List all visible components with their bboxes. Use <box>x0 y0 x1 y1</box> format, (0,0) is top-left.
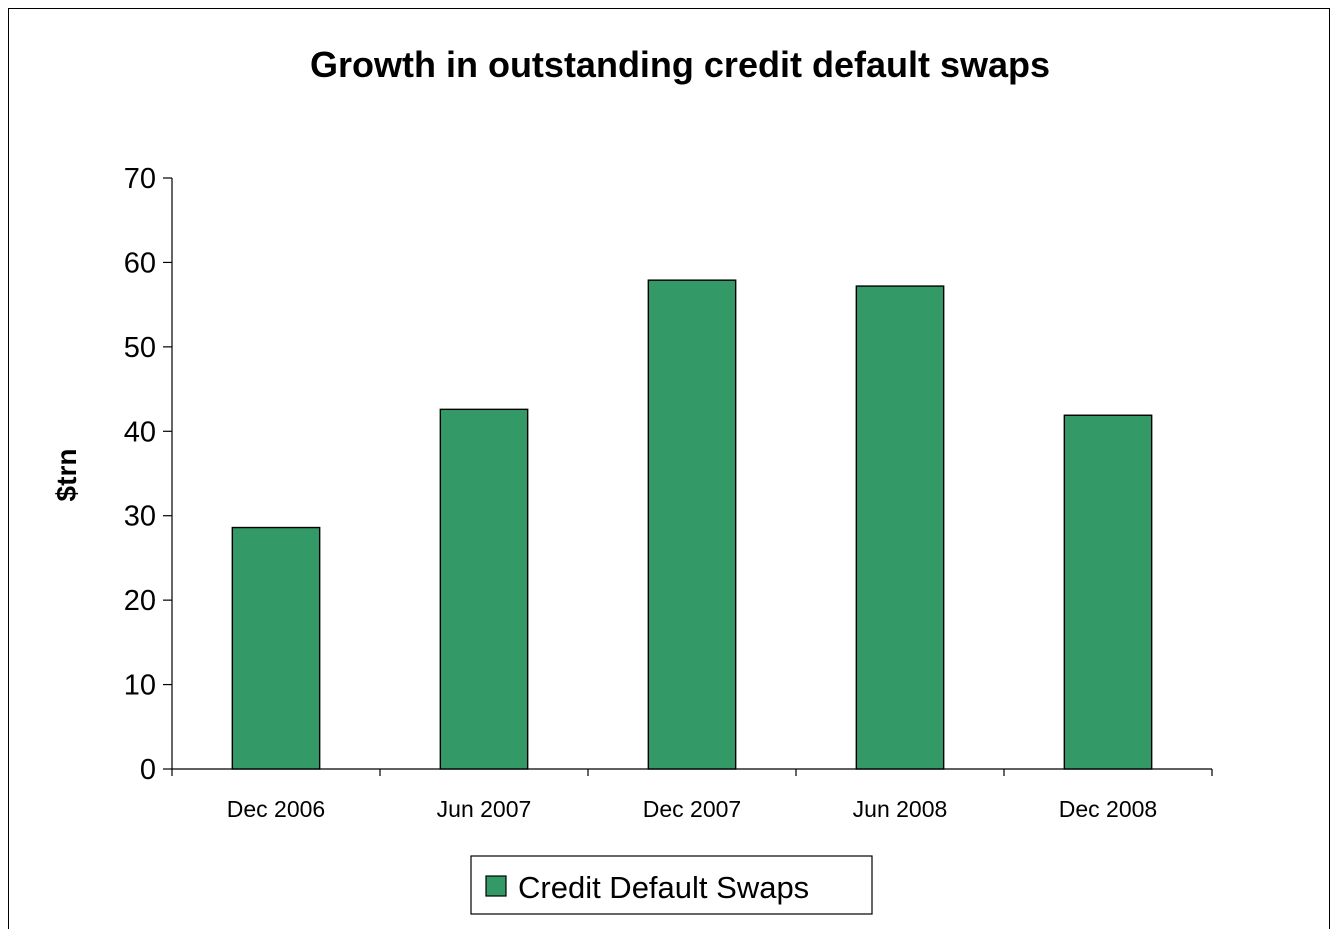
x-tick-label: Jun 2007 <box>437 796 532 822</box>
bar-jun-2008 <box>855 285 945 770</box>
chart-title: Growth in outstanding credit default swa… <box>310 44 1050 85</box>
legend-box <box>470 855 873 915</box>
bars <box>231 279 1153 770</box>
bar-jun-2007 <box>439 408 529 770</box>
x-ticks: Dec 2006 Jun 2007 Dec 2007 Jun 2008 Dec 2008 <box>171 769 1213 822</box>
y-tick-label: 30 <box>124 501 156 533</box>
x-tick-label: Dec 2007 <box>643 796 741 822</box>
x-tick-label: Dec 2008 <box>1059 796 1157 822</box>
y-ticks: 0 10 20 30 40 50 60 70 <box>124 163 172 786</box>
bar-dec-2007 <box>647 279 737 770</box>
y-tick-label: 60 <box>124 247 156 279</box>
y-tick-label: 50 <box>124 332 156 364</box>
y-axis-label: $trn <box>51 449 82 502</box>
bar-dec-2008 <box>1063 414 1153 770</box>
legend-label: Credit Default Swaps <box>518 870 809 905</box>
y-tick-label: 10 <box>124 670 156 702</box>
y-tick-label: 40 <box>124 416 156 448</box>
legend-swatch <box>485 875 507 897</box>
y-tick-label: 70 <box>124 163 156 195</box>
x-tick-label: Dec 2006 <box>227 796 325 822</box>
y-tick-label: 20 <box>124 585 156 617</box>
bar-dec-2006 <box>231 526 321 770</box>
y-tick-label: 0 <box>140 754 156 786</box>
x-tick-label: Jun 2008 <box>853 796 948 822</box>
legend: Credit Default Swaps <box>470 855 873 915</box>
